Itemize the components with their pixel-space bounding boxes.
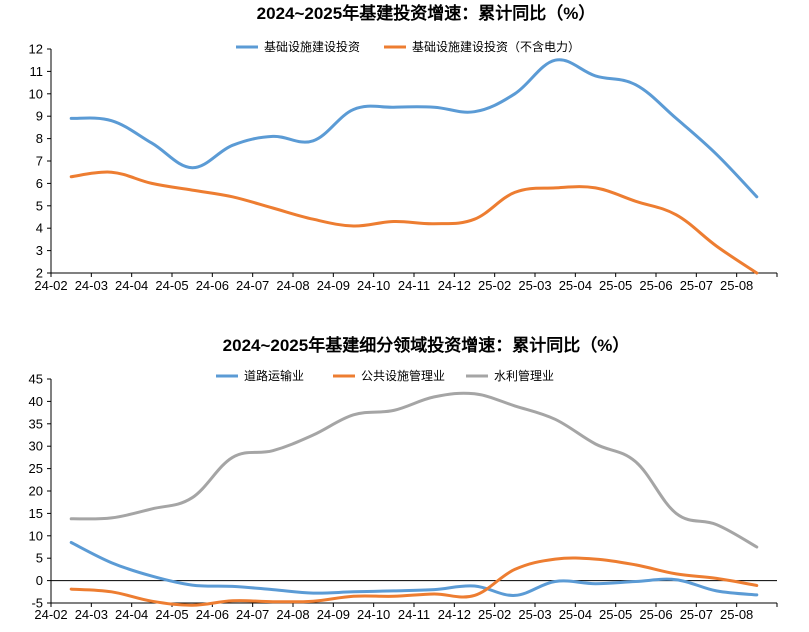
chart2-series-line-3 [69,391,759,549]
chart1-series-line-2 [69,170,759,275]
chart2-x-tick-label: 25-05 [599,607,632,622]
chart2-y-tick-label: 45 [29,372,43,387]
chart1-x-tick-label: 24-07 [236,278,269,293]
chart1-y-tick-label: 8 [36,131,43,146]
chart2-title: 2024~2025年基建细分领域投资增速：累计同比（%） [223,335,630,355]
chart2-x-tick-label: 24-03 [75,607,108,622]
chart1-x-tick-label: 24-02 [34,278,67,293]
chart1-y-tick-label: 6 [36,176,43,191]
chart2-legend-label-1: 道路运输业 [244,368,304,383]
chart1-x-tick-label: 24-10 [357,278,390,293]
chart1: 2024~2025年基建投资增速：累计同比（%） 基础设施建设投资 基础设施建设投资… [29,3,778,293]
chart1-y-tick-label: 5 [36,198,43,213]
chart1-x-tick-label: 25-04 [559,278,592,293]
chart2-x-tick-label: 25-06 [639,607,672,622]
chart2-x-tick-label: 25-08 [720,607,753,622]
chart1-x-tick-label: 24-03 [75,278,108,293]
chart2-y-tick-label: 10 [29,528,43,543]
chart2-x-tick-label: 24-05 [155,607,188,622]
chart1-x-tick-label: 25-03 [518,278,551,293]
chart1-y-tick-label: 11 [30,64,44,79]
chart1-x-tick-label: 24-08 [276,278,309,293]
chart2-x-tick-label: 25-07 [680,607,713,622]
chart1-title: 2024~2025年基建投资增速：累计同比（%） [257,3,596,23]
chart2-y-tick-label: 30 [29,439,43,454]
chart1-y-tick-label: 4 [36,221,43,236]
chart2-x-tick-label: 25-04 [559,607,592,622]
chart2-x-tick-label: 24-02 [34,607,67,622]
chart2-y-tick-label: -5 [31,596,43,611]
chart2: 2024~2025年基建细分领域投资增速：累计同比（%） 道路运输业 公共设施管理业… [29,335,778,622]
chart2-x-tick-label: 24-12 [438,607,471,622]
chart1-x-tick-label: 24-04 [115,278,148,293]
chart1-y-tick-label: 3 [36,243,43,258]
chart1-x-tick-label: 25-07 [680,278,713,293]
chart1-x-tick-label: 24-11 [398,278,430,293]
chart2-legend-label-3: 水利管理业 [494,368,554,383]
chart2-y-tick-label: 20 [29,484,43,499]
chart2-x-tick-label: 24-06 [196,607,229,622]
chart1-x-tick-label: 25-06 [639,278,672,293]
chart1-y-tick-label: 9 [36,109,43,124]
chart1-legend-label-2: 基础设施建设投资（不含电力） [412,39,580,54]
chart2-x-tick-label: 24-09 [317,607,350,622]
chart2-legend-label-2: 公共设施管理业 [361,368,445,383]
chart2-series-line-1 [69,541,759,597]
chart1-legend-label-1: 基础设施建设投资 [264,39,360,54]
chart2-y-tick-label: 0 [36,573,43,588]
chart2-y-tick-label: 25 [29,461,43,476]
chart2-y-tick-label: 35 [29,416,43,431]
chart1-x-tick-label: 24-05 [155,278,188,293]
chart2-y-tick-label: 5 [36,551,43,566]
chart1-x-tick-label: 24-06 [196,278,229,293]
chart2-x-tick-label: 24-07 [236,607,269,622]
chart2-y-tick-label: 15 [29,506,43,521]
chart1-series-line-1 [69,58,759,199]
chart2-y-tick-label: 40 [29,394,43,409]
chart2-x-tick-label: 24-10 [357,607,390,622]
chart1-x-tick-label: 25-05 [599,278,632,293]
chart1-y-tick-label: 7 [36,154,43,169]
chart1-y-tick-label: 2 [36,266,43,281]
chart1-x-tick-label: 25-08 [720,278,753,293]
chart2-x-tick-label: 25-03 [518,607,551,622]
chart1-y-tick-label: 10 [29,86,43,101]
chart2-series-line-2 [69,556,759,607]
chart2-x-tick-label: 24-11 [398,607,430,622]
chart1-x-tick-label: 25-02 [478,278,511,293]
chart2-x-tick-label: 24-08 [276,607,309,622]
chart1-x-tick-label: 24-12 [438,278,471,293]
chart1-x-tick-label: 24-09 [317,278,350,293]
chart2-x-tick-label: 24-04 [115,607,148,622]
chart1-y-tick-label: 12 [29,42,43,57]
chart2-x-tick-label: 25-02 [478,607,511,622]
